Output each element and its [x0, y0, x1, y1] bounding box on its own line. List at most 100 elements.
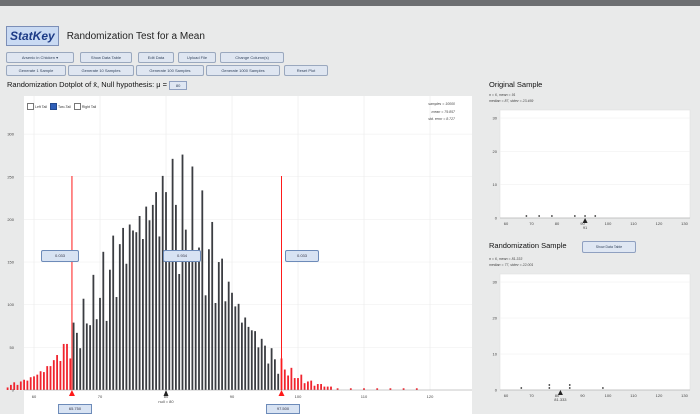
page-title: Randomization Test for a Mean — [66, 30, 205, 42]
sample-y-tick-label: 20 — [493, 149, 498, 154]
edit-data-button[interactable]: Edit Data — [138, 52, 174, 63]
upper-bound-marker[interactable] — [278, 390, 285, 396]
sample-x-tick-label: 70 — [529, 221, 534, 226]
histogram-bar — [320, 384, 322, 390]
right-tail-proportion[interactable]: 0.033 — [285, 250, 319, 262]
histogram-bar — [72, 322, 75, 390]
generate-100-samples-button[interactable]: Generate 100 Samples — [136, 65, 204, 76]
histogram-bar — [69, 358, 72, 390]
sample-y-tick-label: 30 — [493, 116, 498, 121]
generate-1000-samples-button[interactable]: Generate 1000 Samples — [206, 65, 280, 76]
null-hypothesis-input[interactable]: 80 — [169, 80, 188, 90]
dotplot-summary-stats: samples = 10000 mean = 79.857 std. error… — [395, 101, 455, 124]
sample-dot — [538, 215, 541, 217]
original-stats-line1: n = 6, mean = 91 — [489, 93, 516, 97]
sample-x-tick-label: 80 — [555, 221, 560, 226]
histogram-bar — [184, 229, 187, 390]
histogram-bar — [244, 317, 247, 390]
histogram-bar — [29, 377, 32, 390]
histogram-bar — [234, 306, 237, 390]
sample-dot — [602, 387, 604, 389]
sample-x-tick-label: 100 — [605, 221, 612, 226]
generate-10-samples-button[interactable]: Generate 10 Samples — [68, 65, 134, 76]
right-tail-checkbox[interactable] — [73, 103, 81, 110]
histogram-bar — [99, 297, 101, 390]
upper-bound-value[interactable]: 97.500 — [266, 404, 300, 414]
upload-file-button[interactable]: Upload File — [178, 52, 216, 63]
show-sample-data-table-button[interactable]: Show Data Table — [582, 241, 636, 253]
histogram-bar — [151, 204, 154, 390]
original-sample-dotplot: 0 10 20 30 60 70 80 90 100 110 120 130 91 — [493, 109, 691, 230]
histogram-bar — [66, 343, 68, 390]
sample-x-tick-label: 60 — [504, 221, 509, 226]
histogram-bar — [118, 244, 121, 390]
two-tail-checkbox[interactable] — [50, 103, 57, 110]
sample-dot — [525, 215, 528, 217]
y-tick-label: 100 — [7, 302, 14, 307]
sample-dot — [594, 215, 597, 217]
histogram-bar — [178, 273, 181, 390]
sample-x-tick-label: 130 — [681, 393, 688, 398]
histogram-bar — [23, 379, 25, 390]
sample-y-tick-label: 10 — [493, 352, 498, 357]
y-tick-label: 50 — [10, 345, 15, 350]
sample-x-tick-label: 100 — [605, 393, 612, 398]
randomization-dotplot: 0 50 100 150 200 250 300 60 70 80 90 100 110 120 nul… — [6, 96, 472, 414]
histogram-bar — [158, 236, 161, 390]
histogram-bar — [217, 262, 220, 390]
histogram-bar — [132, 230, 134, 390]
reset-plot-button[interactable]: Reset Plot — [284, 65, 328, 76]
sample-mean-label: 91 — [583, 225, 588, 230]
histogram-bar — [363, 388, 365, 390]
y-tick-label: 200 — [7, 217, 14, 222]
change-columns-button[interactable]: Change Column(s) — [220, 52, 284, 63]
two-tail-option[interactable]: Two-Tail — [50, 103, 71, 110]
std-error-stat: std. error = 8.727 — [428, 117, 455, 121]
histogram-bar — [46, 366, 49, 390]
sample-y-tick-label: 10 — [493, 182, 498, 187]
histogram-bar — [165, 192, 167, 390]
app-header: StatKey Randomization Test for a Mean — [6, 26, 205, 46]
window-top-strip — [0, 0, 700, 6]
original-sample-stats: n = 6, mean = 91 median = 87, stdev = 23… — [489, 92, 533, 104]
histogram-bar — [33, 376, 35, 390]
right-tail-label: Right Tail — [81, 104, 97, 109]
histogram-bar — [307, 381, 309, 390]
histogram-bar — [198, 247, 200, 390]
show-data-table-button[interactable]: Show Data Table — [80, 52, 132, 63]
sample-y-tick-label: 20 — [493, 316, 498, 321]
histogram-bar — [79, 348, 82, 390]
sample-plot-background — [499, 109, 691, 219]
histogram-bar — [89, 325, 91, 390]
center-proportion[interactable]: 0.934 — [163, 250, 201, 262]
mean-stat: mean = 79.857 — [431, 109, 455, 114]
lower-bound-value[interactable]: 65.750 — [58, 404, 92, 414]
histogram-bars — [6, 154, 418, 390]
histogram-bar — [102, 251, 105, 390]
histogram-bar — [6, 387, 9, 390]
generate-1-sample-button[interactable]: Generate 1 Sample — [6, 65, 66, 76]
histogram-bar — [145, 206, 148, 390]
histogram-bar — [76, 332, 78, 390]
sample-dot — [568, 387, 571, 389]
histogram-bar — [201, 190, 204, 390]
statkey-logo[interactable]: StatKey — [6, 26, 59, 46]
histogram-bar — [188, 256, 190, 390]
lower-bound-marker[interactable] — [68, 390, 75, 396]
left-tail-option[interactable]: Left Tail — [27, 103, 47, 110]
sample-dot — [520, 387, 523, 389]
randomization-stats-line1: n = 6, mean = 81.333 — [489, 257, 523, 261]
dataset-select[interactable]: Arsenic in Chicken ▾ — [6, 52, 74, 63]
histogram-bar — [171, 158, 174, 390]
left-tail-checkbox[interactable] — [27, 103, 34, 110]
tail-options: Left Tail Two-Tail Right Tail — [27, 103, 99, 110]
sample-x-tick-label: 110 — [630, 221, 637, 226]
randomization-sample-title: Randomization Sample — [489, 241, 567, 250]
histogram-bar — [161, 175, 164, 390]
sample-x-tick-label: 60 — [504, 393, 509, 398]
sample-x-tick-label: 70 — [529, 393, 534, 398]
left-tail-proportion[interactable]: 0.033 — [41, 250, 79, 262]
right-tail-option[interactable]: Right Tail — [73, 103, 97, 110]
two-tail-label: Two-Tail — [58, 104, 71, 109]
sample-plot-background — [499, 273, 691, 391]
